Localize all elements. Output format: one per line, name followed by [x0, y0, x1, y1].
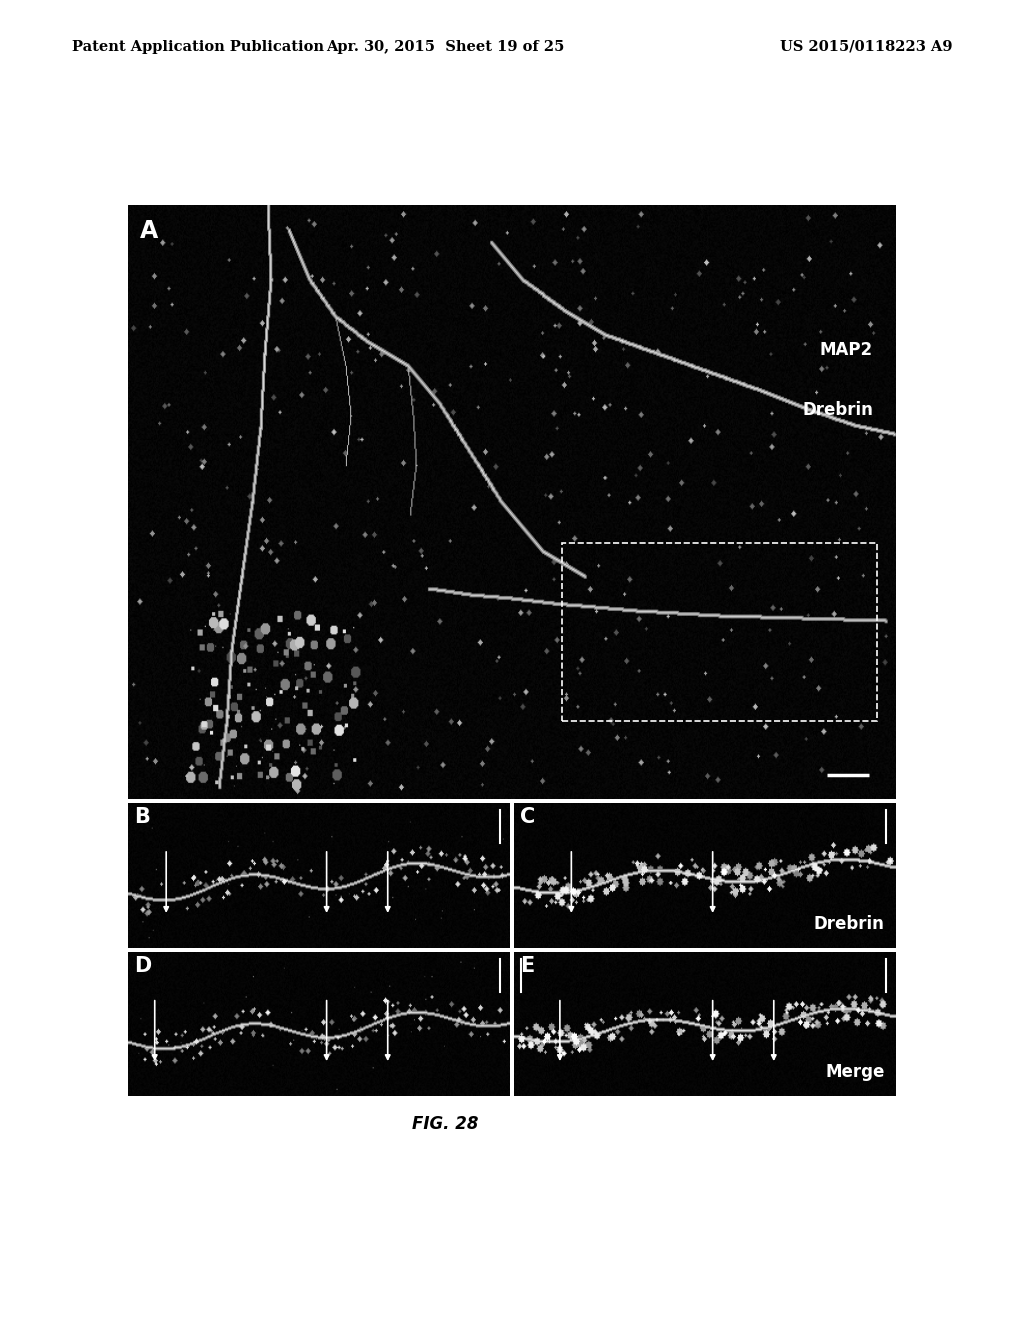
Text: US 2015/0118223 A9: US 2015/0118223 A9: [780, 40, 952, 54]
Text: Apr. 30, 2015  Sheet 19 of 25: Apr. 30, 2015 Sheet 19 of 25: [327, 40, 564, 54]
Text: MAP2: MAP2: [820, 342, 872, 359]
Text: A: A: [139, 219, 158, 243]
Bar: [562, 544, 877, 721]
Text: E: E: [520, 956, 535, 975]
Text: D: D: [134, 956, 151, 975]
Text: B: B: [134, 807, 150, 826]
Text: Drebrin: Drebrin: [802, 401, 872, 418]
Text: Patent Application Publication: Patent Application Publication: [72, 40, 324, 54]
Text: Merge: Merge: [825, 1063, 885, 1081]
Text: FIG. 28: FIG. 28: [413, 1115, 478, 1134]
Text: C: C: [520, 807, 535, 826]
Text: Drebrin: Drebrin: [814, 915, 885, 933]
